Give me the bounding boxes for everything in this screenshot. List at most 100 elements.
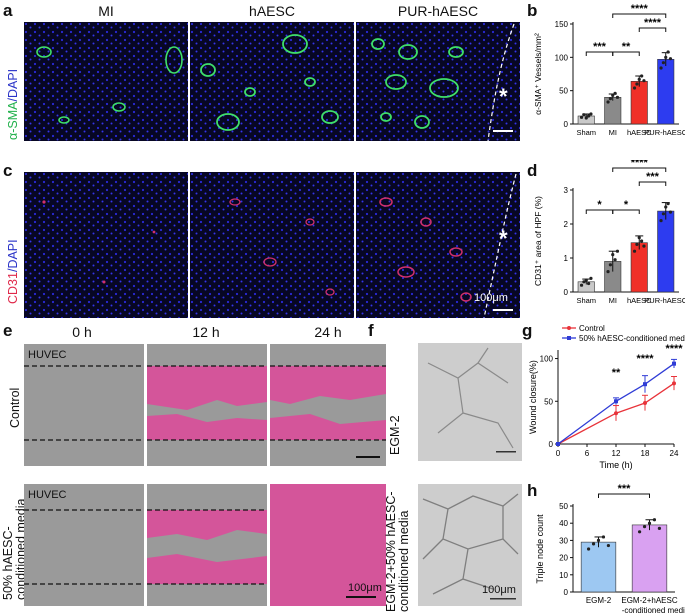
- legend-label: 50% hAESC-conditioned media: [579, 334, 685, 343]
- scalebar-label-f: 100μm: [482, 584, 516, 596]
- data-point: [615, 249, 620, 253]
- x-tick-label: Sham: [576, 296, 596, 305]
- x-tick-label: 12: [612, 449, 621, 458]
- data-point: [635, 82, 639, 86]
- significance-bracket: [612, 51, 640, 56]
- panel-label-h: h: [527, 481, 538, 500]
- significance-label: ****: [631, 3, 649, 15]
- data-point: [579, 115, 584, 119]
- significance-bracket: [612, 167, 667, 172]
- data-point: [584, 278, 588, 282]
- series-line-1: [557, 363, 675, 445]
- data-point: [611, 253, 615, 257]
- y-tick-label: 100: [555, 53, 569, 62]
- data-point: [601, 535, 606, 539]
- data-point: [652, 518, 657, 522]
- data-point: [668, 57, 673, 61]
- col-title-pur-haesc: PUR-hAESC: [397, 3, 479, 19]
- data-point: [608, 97, 613, 101]
- col-title-12h: 12 h: [192, 324, 220, 340]
- y-tick-label: 2: [564, 220, 569, 229]
- y-tick-label: 150: [555, 20, 569, 29]
- y-tick-label: 50: [559, 502, 568, 511]
- scratch-control-0h: HUVEC: [24, 344, 144, 466]
- x-axis-label: Time (h): [599, 460, 632, 470]
- y-tick-label: 0: [549, 440, 554, 449]
- data-point: [586, 547, 591, 551]
- row-label-control: Control: [8, 387, 22, 428]
- data-point: [666, 50, 670, 54]
- bar-3: [657, 210, 675, 293]
- x-tick-label: 6: [585, 449, 590, 458]
- ylabel-cd31-dapi: CD31/DAPI: [6, 239, 20, 304]
- data-point: [579, 283, 584, 287]
- data-point: [584, 116, 588, 120]
- data-point: [615, 95, 620, 99]
- huvec-tag-control: HUVEC: [28, 349, 67, 361]
- series-line-0: [557, 382, 675, 445]
- y-tick-label: 10: [559, 571, 568, 580]
- data-point: [637, 77, 641, 81]
- significance-bracket: [638, 27, 667, 32]
- tube-egm2: [418, 343, 522, 461]
- scalebar-label-c: 100μm: [474, 292, 508, 304]
- data-point: [596, 538, 601, 542]
- significance-label: **: [612, 367, 621, 379]
- y-tick-label: 50: [544, 397, 553, 406]
- scaffold-asterisk-c: *: [499, 226, 508, 251]
- data-point: [659, 219, 663, 223]
- panel-label-b: b: [527, 1, 538, 20]
- significance-bracket: [598, 493, 650, 498]
- y-tick-label: 50: [559, 87, 568, 96]
- legend-label: Control: [579, 324, 605, 333]
- x-tick-label: 0: [556, 449, 561, 458]
- data-point: [556, 442, 560, 446]
- scalebar-label-e: 100μm: [348, 582, 382, 594]
- data-point: [608, 263, 613, 267]
- scratch-cm-24h: 100μm: [270, 484, 386, 606]
- panel-label-f: f: [368, 321, 374, 340]
- scratch-control-12h: [147, 344, 267, 466]
- data-point: [614, 411, 618, 416]
- micrograph-c-haesc: [190, 172, 354, 318]
- x-tick-label: PUR-hAESC: [644, 296, 685, 305]
- data-point: [613, 258, 617, 262]
- data-point: [642, 525, 647, 529]
- data-point: [589, 112, 593, 116]
- data-point: [606, 543, 611, 548]
- x-tick-label: MI: [609, 128, 617, 137]
- y-axis-label: α-SMA⁺ Vessels/mm²: [533, 33, 543, 115]
- bar-0: [580, 541, 617, 593]
- data-point: [582, 113, 586, 117]
- col-title-haesc: hAESC: [249, 3, 295, 19]
- significance-label: ****: [636, 353, 654, 365]
- data-point: [639, 74, 644, 78]
- y-axis-label: Triple node count: [535, 514, 545, 584]
- data-point: [635, 242, 639, 246]
- data-point: [647, 521, 652, 525]
- x-tick-label: EGM-2: [586, 596, 612, 605]
- micrograph-c-mi: [24, 172, 188, 318]
- scratch-cm-12h: [147, 484, 267, 606]
- micrograph-a-pur-haesc: *: [356, 22, 520, 141]
- ylabel-alpha-sma-dapi: α-SMA/DAPI: [6, 68, 20, 140]
- bar-1: [631, 524, 668, 593]
- x-tick-label: Sham: [576, 128, 596, 137]
- data-point: [661, 212, 666, 216]
- legend-marker: [567, 336, 571, 340]
- data-point: [614, 399, 618, 404]
- legend-marker: [567, 326, 571, 330]
- data-point: [664, 55, 668, 59]
- data-point: [672, 381, 676, 386]
- significance-label: *: [597, 199, 602, 211]
- data-point: [666, 202, 670, 206]
- y-tick-label: 3: [564, 186, 569, 195]
- x-tick-label: hAESC: [627, 296, 652, 305]
- data-point: [672, 361, 676, 366]
- significance-label: ****: [665, 343, 683, 355]
- data-point: [637, 236, 641, 240]
- panel-label-a: a: [3, 1, 13, 20]
- y-tick-label: 100: [540, 355, 554, 364]
- data-point: [661, 61, 666, 65]
- significance-label: ****: [631, 160, 649, 169]
